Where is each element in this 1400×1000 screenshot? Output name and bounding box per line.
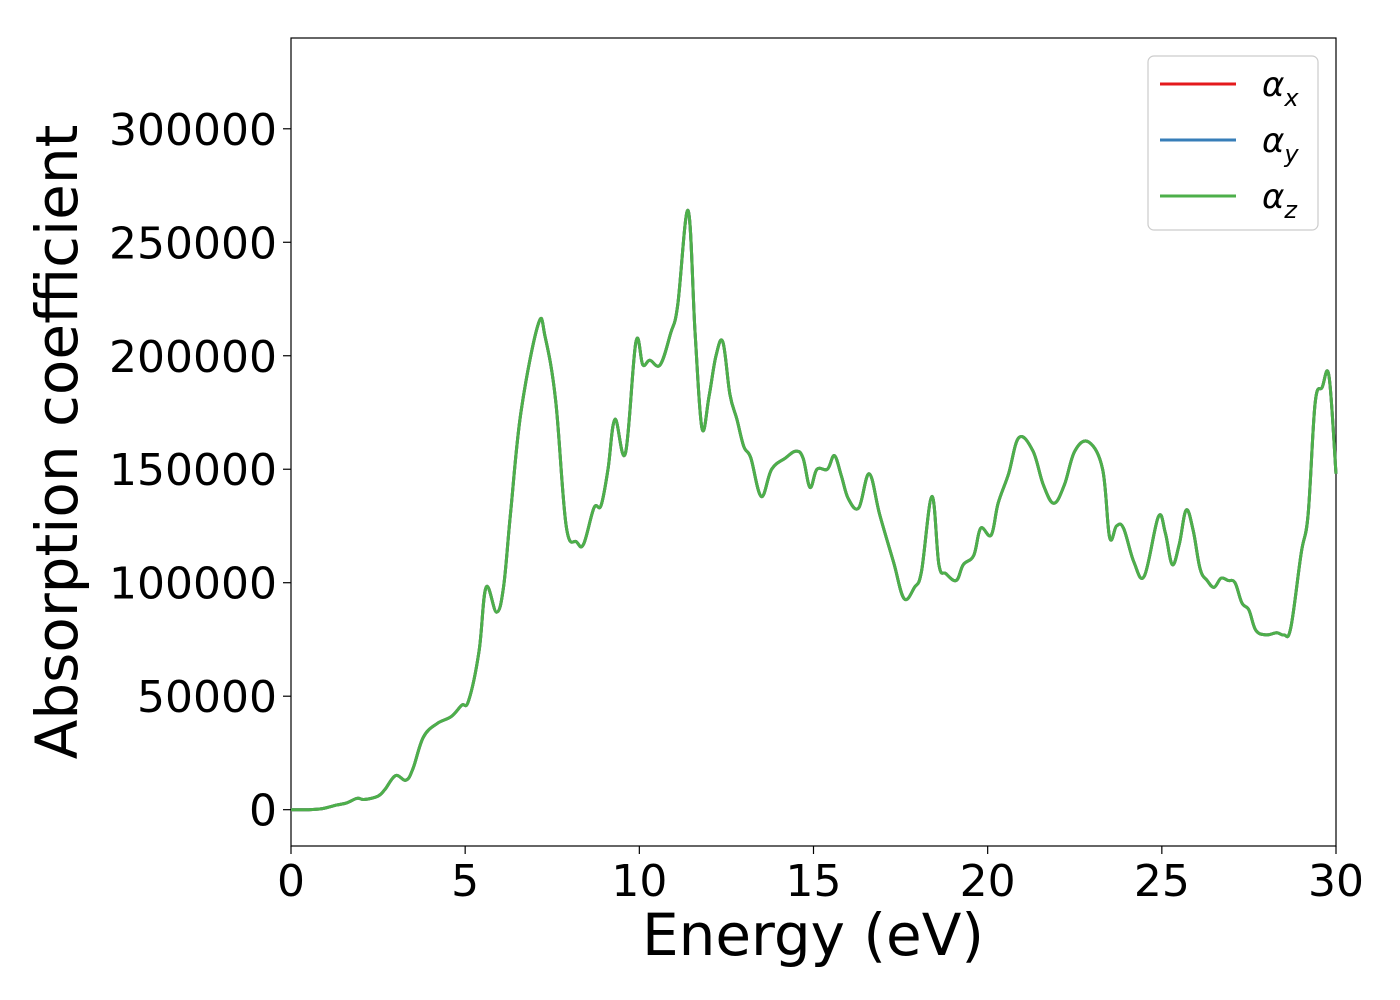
y-tick-label: 300000 bbox=[109, 105, 277, 156]
x-tick-label: 30 bbox=[1308, 856, 1364, 907]
legend-box bbox=[1147, 55, 1319, 231]
legend-subscript: x bbox=[1283, 84, 1299, 112]
legend-symbol: α bbox=[1262, 121, 1284, 161]
y-tick-label: 200000 bbox=[109, 332, 277, 383]
x-tick-label: 20 bbox=[960, 856, 1016, 907]
legend-label: αy bbox=[1262, 121, 1299, 168]
x-tick-label: 0 bbox=[277, 856, 305, 907]
y-tick-label: 100000 bbox=[109, 559, 277, 610]
y-tick-label: 250000 bbox=[109, 218, 277, 269]
legend-symbol: α bbox=[1262, 177, 1284, 217]
x-axis-ticks: 0 5 10 15 20 25 30 bbox=[277, 846, 1364, 907]
series-line-αz bbox=[290, 208, 1338, 812]
y-tick-label: 50000 bbox=[137, 672, 277, 723]
x-tick-label: 15 bbox=[786, 856, 842, 907]
y-tick-label: 150000 bbox=[109, 445, 277, 496]
y-tick-label: 0 bbox=[249, 786, 277, 837]
x-axis-label: Energy (eV) bbox=[642, 901, 984, 969]
y-axis-label: Absorption coefficient bbox=[23, 125, 91, 760]
x-tick-label: 25 bbox=[1134, 856, 1190, 907]
y-axis-ticks: 0 50000 100000 150000 200000 250000 300000 bbox=[109, 105, 291, 837]
legend-symbol: α bbox=[1262, 65, 1284, 105]
legend-label: αx bbox=[1262, 65, 1299, 112]
legend-label: αz bbox=[1262, 177, 1298, 224]
series-layer bbox=[290, 208, 1338, 812]
x-tick-label: 5 bbox=[451, 856, 479, 907]
x-tick-label: 10 bbox=[611, 856, 667, 907]
legend-subscript: y bbox=[1283, 140, 1299, 168]
legend-subscript: z bbox=[1283, 196, 1298, 224]
